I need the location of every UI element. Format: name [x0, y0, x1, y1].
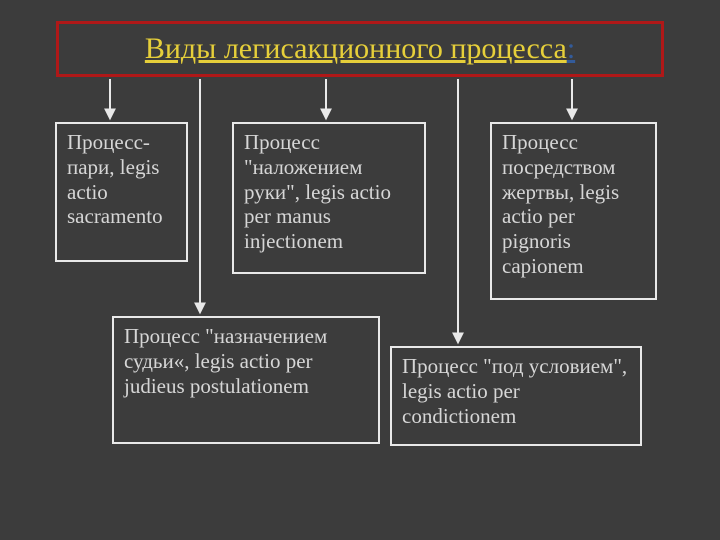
node-judieus-postulationem: Процесс "назначением судьи«, legis actio… — [112, 316, 380, 444]
node-text: Процесс "под условием", legis actio per … — [402, 354, 627, 428]
node-text: Процесс-пари, legis actio sacramento — [67, 130, 163, 228]
node-text: Процесс посредством жертвы, legis actio … — [502, 130, 619, 278]
node-condictionem: Процесс "под условием", legis actio per … — [390, 346, 642, 446]
title-main: Виды легисакционного процесса — [145, 32, 567, 65]
node-text: Процесс "наложением руки", legis actio p… — [244, 130, 391, 253]
title-text: Виды легисакционного процесса: — [145, 32, 575, 66]
node-sacramento: Процесс-пари, legis actio sacramento — [55, 122, 188, 262]
node-manus-injectionem: Процесс "наложением руки", legis actio p… — [232, 122, 426, 274]
node-pignoris-capionem: Процесс посредством жертвы, legis actio … — [490, 122, 657, 300]
title-colon: : — [567, 32, 575, 65]
node-text: Процесс "назначением судьи«, legis actio… — [124, 324, 327, 398]
title-box: Виды легисакционного процесса: — [56, 21, 664, 77]
